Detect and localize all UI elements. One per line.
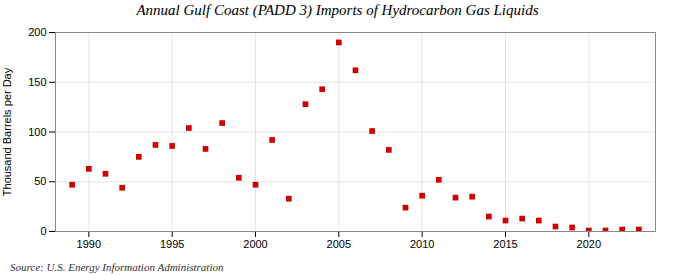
svg-text:1995: 1995 (160, 238, 184, 250)
svg-text:2015: 2015 (493, 238, 517, 250)
svg-text:0: 0 (40, 225, 46, 237)
svg-text:1990: 1990 (77, 238, 101, 250)
svg-text:50: 50 (34, 175, 46, 187)
svg-text:Thousand Barrels per Day: Thousand Barrels per Day (1, 67, 13, 196)
html-text:Annual Gulf Coast (PADD 3) Imp: Annual Gulf Coast (PADD 3) Imports of Hy… (136, 2, 539, 18)
svg-text:150: 150 (28, 76, 46, 88)
svg-text:2010: 2010 (410, 238, 434, 250)
svg-text:2000: 2000 (243, 238, 267, 250)
svg-text:100: 100 (28, 126, 46, 138)
svg-text:2020: 2020 (577, 238, 601, 250)
svg-text:2005: 2005 (327, 238, 351, 250)
html-text:Source: U.S. Energy Informatio: Source: U.S. Energy Information Administ… (10, 261, 224, 273)
svg-text:200: 200 (28, 26, 46, 38)
